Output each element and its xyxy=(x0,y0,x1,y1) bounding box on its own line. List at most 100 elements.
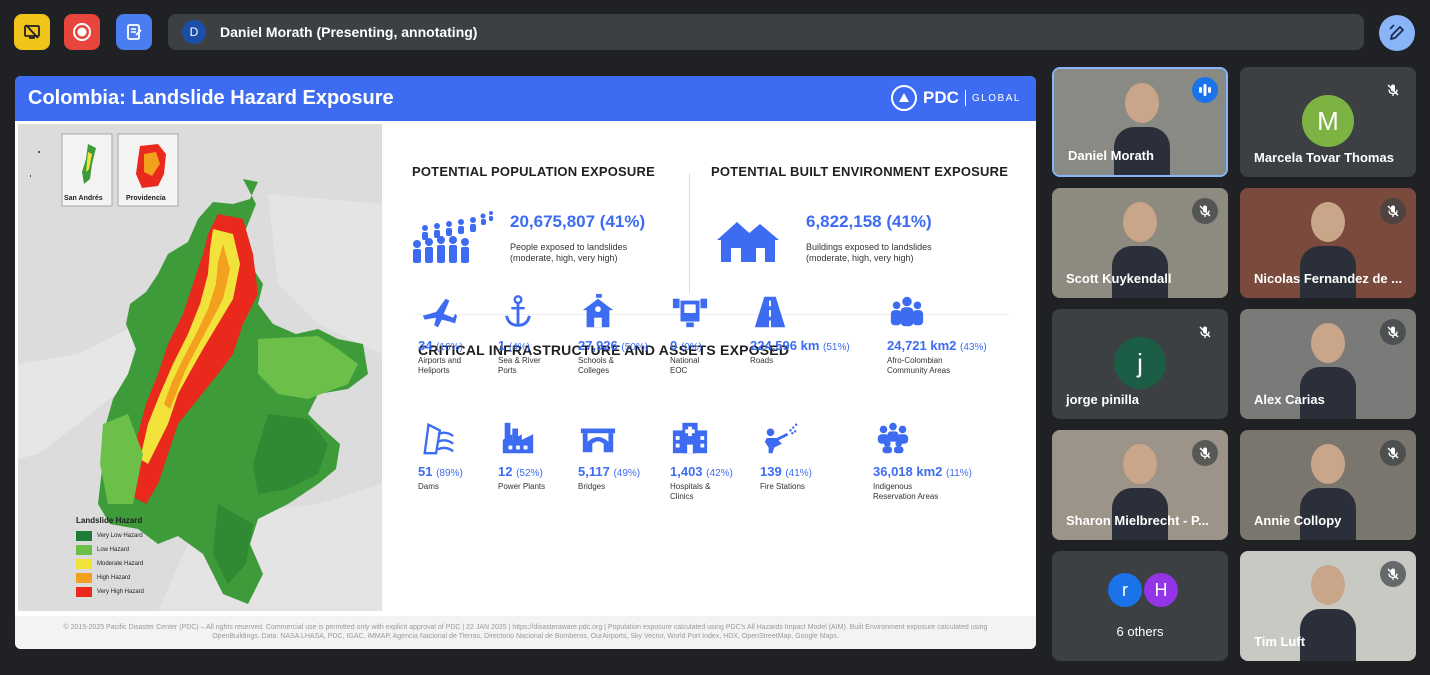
participant-name: Daniel Morath xyxy=(1068,148,1154,163)
participant-avatar: M xyxy=(1302,95,1354,147)
participant-tile[interactable]: Daniel Morath xyxy=(1052,67,1228,177)
participant-avatar: H xyxy=(1144,573,1178,607)
asset-percent: (16%) xyxy=(436,342,463,353)
hazard-map: San Andrés Providencia Landslide Hazard … xyxy=(18,124,382,611)
asset-item: 0 (0%) National EOC xyxy=(670,292,710,376)
participant-silhouette xyxy=(1300,202,1356,298)
mute-indicator xyxy=(1192,198,1218,224)
mic-off-icon xyxy=(1387,84,1399,96)
dam-icon xyxy=(418,418,458,458)
inset-label-providencia: Providencia xyxy=(126,195,166,202)
shared-slide: Colombia: Landslide Hazard Exposure PDC … xyxy=(15,76,1036,649)
inset-label-san-andres: San Andrés xyxy=(64,195,103,202)
asset-label: Dams xyxy=(418,482,439,491)
hospital-icon xyxy=(670,418,710,458)
slide-title: Colombia: Landslide Hazard Exposure xyxy=(28,87,394,109)
notes-icon xyxy=(127,24,142,40)
participant-tile[interactable]: Nicolas Fernandez de ... xyxy=(1240,188,1416,298)
asset-value: 139 (41%) xyxy=(760,464,812,479)
section-divider-h xyxy=(415,314,1009,315)
speaking-indicator xyxy=(1192,77,1218,103)
asset-percent: (89%) xyxy=(436,468,463,479)
airplane-icon xyxy=(418,292,458,332)
colombia-map-graphic xyxy=(18,124,382,611)
pdc-logo-icon xyxy=(891,85,917,111)
participant-silhouette xyxy=(1112,202,1168,298)
legend-swatch xyxy=(76,545,92,555)
presenter-banner: D Daniel Morath (Presenting, annotating) xyxy=(168,14,1364,50)
legend-label: Very High Hazard xyxy=(97,589,145,595)
power-plant-icon xyxy=(498,418,538,458)
anchor-icon xyxy=(498,292,538,332)
record-icon xyxy=(73,23,91,41)
participant-avatar: r xyxy=(1108,573,1142,607)
annotate-button[interactable] xyxy=(1379,15,1415,51)
section-divider xyxy=(689,173,690,293)
participant-name: Scott Kuykendall xyxy=(1066,271,1172,286)
legend-item: Moderate Hazard xyxy=(76,557,144,571)
participant-name: jorge pinilla xyxy=(1066,392,1139,407)
participant-name: Sharon Mielbrecht - P... xyxy=(1066,513,1209,528)
asset-label: Afro-Colombian Community Areas xyxy=(887,356,951,375)
population-desc: People exposed to landslides (moderate, … xyxy=(510,242,628,263)
asset-label: Roads xyxy=(750,356,774,365)
stop-presenting-button[interactable] xyxy=(14,14,50,50)
participant-name: Marcela Tovar Thomas xyxy=(1254,150,1394,165)
asset-number: 1,403 xyxy=(670,464,703,479)
asset-item: 27,926 (50%) Schools & Colleges xyxy=(578,292,648,376)
asset-item: 12 (52%) Power Plants xyxy=(498,418,545,492)
mute-indicator xyxy=(1380,319,1406,345)
record-button[interactable] xyxy=(64,14,100,50)
asset-value: 5,117 (49%) xyxy=(578,464,640,479)
legend-label: Moderate Hazard xyxy=(97,561,144,567)
participant-name: 6 others xyxy=(1116,624,1164,639)
participant-tile[interactable]: j jorge pinilla xyxy=(1052,309,1228,419)
asset-number: 12 xyxy=(498,464,513,479)
slide-header: Colombia: Landslide Hazard Exposure PDC … xyxy=(15,76,1036,121)
legend-title: Landslide Hazard xyxy=(76,516,143,525)
asset-value: 1,403 (42%) xyxy=(670,464,733,479)
asset-percent: (4%) xyxy=(508,342,530,353)
participant-tile[interactable]: Alex Carias xyxy=(1240,309,1416,419)
participant-tile[interactable]: M Marcela Tovar Thomas xyxy=(1240,67,1416,177)
participant-tile[interactable]: Sharon Mielbrecht - P... xyxy=(1052,430,1228,540)
notes-button[interactable] xyxy=(116,14,152,50)
top-toolbar: D Daniel Morath (Presenting, annotating) xyxy=(0,0,1430,64)
participant-name: Annie Collopy xyxy=(1254,513,1342,528)
asset-label: Indigenous Reservation Areas xyxy=(873,482,939,501)
participant-tile[interactable]: Tim Luft xyxy=(1240,551,1416,661)
legend-item: Very Low Hazard xyxy=(76,529,144,543)
bridge-icon xyxy=(578,418,618,458)
participant-name: Alex Carias xyxy=(1254,392,1325,407)
indigenous-icon xyxy=(873,418,913,458)
population-icon xyxy=(413,211,493,263)
asset-percent: (0%) xyxy=(680,342,702,353)
legend-swatch xyxy=(76,559,92,569)
eoc-icon xyxy=(670,292,710,332)
asset-number: 5,117 xyxy=(578,464,610,479)
participant-tile[interactable]: Scott Kuykendall xyxy=(1052,188,1228,298)
asset-item: 36,018 km2 (11%) Indigenous Reservation A… xyxy=(873,418,972,502)
legend-item: High Hazard xyxy=(76,571,144,585)
asset-item: 139 (41%) Fire Stations xyxy=(760,418,812,492)
presenter-label: Daniel Morath (Presenting, annotating) xyxy=(220,24,478,40)
built-title: POTENTIAL BUILT ENVIRONMENT EXPOSURE xyxy=(711,164,1009,179)
mic-off-icon xyxy=(1387,568,1399,580)
asset-item: 1 (4%) Sea & River Ports xyxy=(498,292,541,376)
mic-off-icon xyxy=(1387,447,1399,459)
asset-number: 1 xyxy=(498,338,506,353)
population-value: 20,675,807 (41%) xyxy=(510,212,646,231)
legend-items: Very Low Hazard Low Hazard Moderate Hazard… xyxy=(76,529,144,599)
asset-number: 36,018 km2 xyxy=(873,464,943,479)
asset-value: 34 (16%) xyxy=(418,338,463,353)
participant-name: Nicolas Fernandez de ... xyxy=(1254,271,1403,286)
asset-label: Hospitals & Clinics xyxy=(670,482,711,501)
asset-item: 1,403 (42%) Hospitals & Clinics xyxy=(670,418,733,502)
asset-value: 51 (89%) xyxy=(418,464,463,479)
buildings-icon xyxy=(717,222,779,262)
participant-tile[interactable]: Annie Collopy xyxy=(1240,430,1416,540)
legend-label: Very Low Hazard xyxy=(97,533,143,539)
asset-item: 24,721 km2 (43%) Afro-Colombian Community… xyxy=(887,292,987,376)
